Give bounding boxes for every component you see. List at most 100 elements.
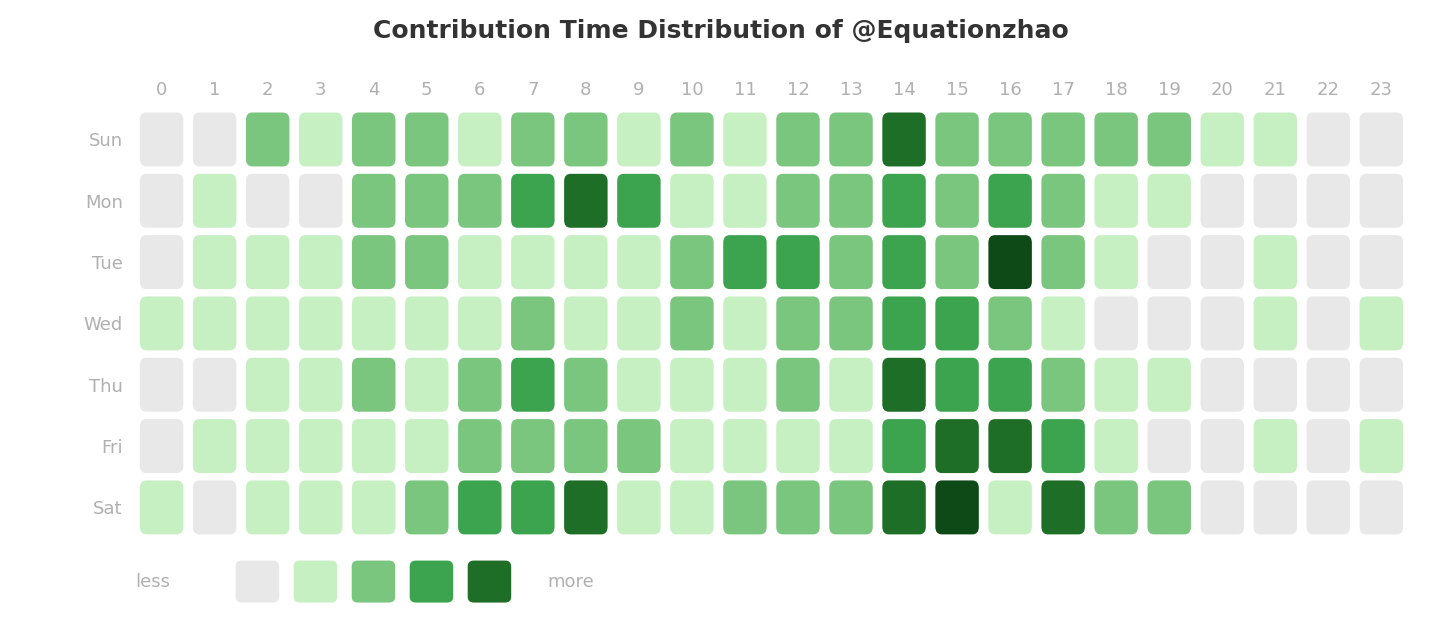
FancyBboxPatch shape xyxy=(936,174,979,228)
FancyBboxPatch shape xyxy=(1253,297,1296,350)
FancyBboxPatch shape xyxy=(1041,235,1084,289)
FancyBboxPatch shape xyxy=(352,480,395,534)
FancyBboxPatch shape xyxy=(1201,419,1244,473)
FancyBboxPatch shape xyxy=(617,113,660,167)
FancyBboxPatch shape xyxy=(352,560,395,603)
FancyBboxPatch shape xyxy=(1094,235,1138,289)
FancyBboxPatch shape xyxy=(405,297,448,350)
FancyBboxPatch shape xyxy=(1148,358,1191,412)
FancyBboxPatch shape xyxy=(193,113,236,167)
FancyBboxPatch shape xyxy=(829,113,872,167)
FancyBboxPatch shape xyxy=(405,358,448,412)
FancyBboxPatch shape xyxy=(829,419,872,473)
FancyBboxPatch shape xyxy=(298,419,342,473)
FancyBboxPatch shape xyxy=(459,235,502,289)
FancyBboxPatch shape xyxy=(1094,358,1138,412)
FancyBboxPatch shape xyxy=(193,235,236,289)
FancyBboxPatch shape xyxy=(883,113,926,167)
FancyBboxPatch shape xyxy=(1360,358,1403,412)
FancyBboxPatch shape xyxy=(1148,235,1191,289)
FancyBboxPatch shape xyxy=(883,235,926,289)
FancyBboxPatch shape xyxy=(936,235,979,289)
FancyBboxPatch shape xyxy=(247,113,290,167)
FancyBboxPatch shape xyxy=(1201,297,1244,350)
FancyBboxPatch shape xyxy=(776,297,819,350)
FancyBboxPatch shape xyxy=(883,297,926,350)
FancyBboxPatch shape xyxy=(671,174,714,228)
FancyBboxPatch shape xyxy=(617,174,660,228)
FancyBboxPatch shape xyxy=(459,113,502,167)
FancyBboxPatch shape xyxy=(829,358,872,412)
FancyBboxPatch shape xyxy=(724,113,767,167)
FancyBboxPatch shape xyxy=(988,113,1032,167)
FancyBboxPatch shape xyxy=(883,419,926,473)
FancyBboxPatch shape xyxy=(617,419,660,473)
FancyBboxPatch shape xyxy=(235,560,280,603)
FancyBboxPatch shape xyxy=(1041,358,1084,412)
FancyBboxPatch shape xyxy=(671,235,714,289)
FancyBboxPatch shape xyxy=(1148,419,1191,473)
FancyBboxPatch shape xyxy=(564,174,607,228)
FancyBboxPatch shape xyxy=(617,480,660,534)
FancyBboxPatch shape xyxy=(352,419,395,473)
FancyBboxPatch shape xyxy=(883,174,926,228)
FancyBboxPatch shape xyxy=(352,297,395,350)
FancyBboxPatch shape xyxy=(510,113,555,167)
FancyBboxPatch shape xyxy=(1094,419,1138,473)
FancyBboxPatch shape xyxy=(247,174,290,228)
FancyBboxPatch shape xyxy=(1253,480,1296,534)
FancyBboxPatch shape xyxy=(1094,113,1138,167)
FancyBboxPatch shape xyxy=(776,480,819,534)
FancyBboxPatch shape xyxy=(510,358,555,412)
FancyBboxPatch shape xyxy=(247,235,290,289)
FancyBboxPatch shape xyxy=(459,358,502,412)
FancyBboxPatch shape xyxy=(193,480,236,534)
FancyBboxPatch shape xyxy=(510,297,555,350)
FancyBboxPatch shape xyxy=(459,480,502,534)
FancyBboxPatch shape xyxy=(510,480,555,534)
FancyBboxPatch shape xyxy=(671,480,714,534)
FancyBboxPatch shape xyxy=(140,235,183,289)
FancyBboxPatch shape xyxy=(352,174,395,228)
FancyBboxPatch shape xyxy=(140,419,183,473)
FancyBboxPatch shape xyxy=(829,174,872,228)
FancyBboxPatch shape xyxy=(1148,297,1191,350)
FancyBboxPatch shape xyxy=(776,419,819,473)
FancyBboxPatch shape xyxy=(405,480,448,534)
FancyBboxPatch shape xyxy=(564,358,607,412)
FancyBboxPatch shape xyxy=(1201,113,1244,167)
FancyBboxPatch shape xyxy=(1360,174,1403,228)
FancyBboxPatch shape xyxy=(988,297,1032,350)
FancyBboxPatch shape xyxy=(193,174,236,228)
FancyBboxPatch shape xyxy=(724,480,767,534)
FancyBboxPatch shape xyxy=(936,113,979,167)
FancyBboxPatch shape xyxy=(936,358,979,412)
FancyBboxPatch shape xyxy=(671,419,714,473)
FancyBboxPatch shape xyxy=(1148,174,1191,228)
FancyBboxPatch shape xyxy=(1306,419,1350,473)
FancyBboxPatch shape xyxy=(1201,480,1244,534)
FancyBboxPatch shape xyxy=(193,419,236,473)
FancyBboxPatch shape xyxy=(510,174,555,228)
FancyBboxPatch shape xyxy=(883,358,926,412)
FancyBboxPatch shape xyxy=(829,480,872,534)
FancyBboxPatch shape xyxy=(936,480,979,534)
FancyBboxPatch shape xyxy=(1306,235,1350,289)
Text: Contribution Time Distribution of @Equationzhao: Contribution Time Distribution of @Equat… xyxy=(373,19,1069,43)
FancyBboxPatch shape xyxy=(298,358,342,412)
FancyBboxPatch shape xyxy=(1253,235,1296,289)
FancyBboxPatch shape xyxy=(776,174,819,228)
FancyBboxPatch shape xyxy=(1360,419,1403,473)
FancyBboxPatch shape xyxy=(352,113,395,167)
FancyBboxPatch shape xyxy=(1094,297,1138,350)
FancyBboxPatch shape xyxy=(247,358,290,412)
FancyBboxPatch shape xyxy=(459,297,502,350)
FancyBboxPatch shape xyxy=(1360,480,1403,534)
FancyBboxPatch shape xyxy=(1253,174,1296,228)
FancyBboxPatch shape xyxy=(1041,480,1084,534)
FancyBboxPatch shape xyxy=(1041,297,1084,350)
FancyBboxPatch shape xyxy=(405,235,448,289)
FancyBboxPatch shape xyxy=(1201,235,1244,289)
FancyBboxPatch shape xyxy=(1148,113,1191,167)
FancyBboxPatch shape xyxy=(467,560,512,603)
